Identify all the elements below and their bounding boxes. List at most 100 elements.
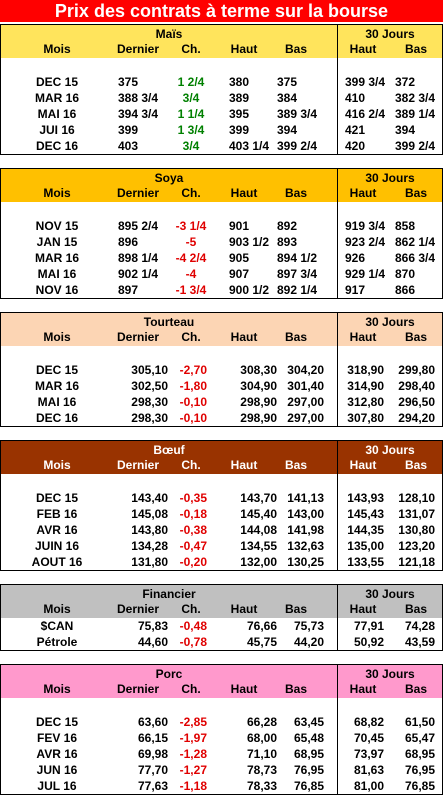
change-cell: -1,80 [179,379,207,393]
price-cell: 74,28 [404,619,435,633]
column-header: Haut [349,330,377,344]
price-cell: 71,10 [246,747,277,761]
column-header: Haut [230,186,258,200]
change-cell: 1 1/4 [177,107,205,121]
divider [337,25,338,154]
price-cell: 858 [395,219,416,233]
column-header: Bas [404,186,427,200]
price-cell: 68,00 [246,731,277,745]
section-name: Maïs [155,27,183,41]
column-header: Ch. [181,602,201,616]
page-title: Prix des contrats à terme sur la bourse [0,0,443,22]
price-cell: 375 [277,75,298,89]
change-cell: -1,97 [179,731,207,745]
change-cell: -3 1/4 [175,219,207,233]
price-cell: 68,82 [353,715,384,729]
price-cell: 297,00 [287,395,324,409]
price-cell: 905 [229,251,250,265]
row-label: MAI 16 [37,267,77,281]
price-cell: 144,35 [347,523,384,537]
price-cell: 77,63 [137,779,168,793]
column-header: Haut [349,42,377,56]
price-cell: 399 3/4 [345,75,386,89]
price-cell: 134,28 [131,539,168,553]
column-header: Bas [284,602,307,616]
section-header: Porc 30 Jours Mois Dernier Ch. Haut Bas Haut Bas [1,665,442,698]
row-label: DEC 15 [35,491,79,505]
price-cell: 917 [345,283,366,297]
change-cell: -0,20 [179,555,207,569]
column-header: Bas [284,330,307,344]
price-cell: 76,85 [293,779,324,793]
price-cell: 299,80 [398,363,435,377]
price-cell: 128,10 [398,491,435,505]
row-label: JUN 16 [36,763,78,777]
column-header: Mois [43,186,71,200]
price-cell: 892 [277,219,298,233]
price-cell: 144,08 [240,523,277,537]
row-label: MAR 16 [34,379,79,393]
price-cell: 294,20 [398,411,435,425]
section-header: Maïs 30 Jours Mois Dernier Ch. Haut Bas Haut Bas [1,25,442,58]
price-cell: 145,40 [240,507,277,521]
price-cell: 304,20 [287,363,324,377]
price-cell: 65,47 [404,731,435,745]
change-cell: 1 3/4 [177,123,205,137]
price-cell: 66,28 [246,715,277,729]
section-name: Porc [155,667,183,681]
price-cell: 902 1/4 [118,267,159,281]
column-header: Bas [404,42,427,56]
price-cell: 866 [395,283,416,297]
price-cell: 926 [345,251,366,265]
column-header: Dernier [116,458,160,472]
group-label: 30 Jours [365,667,415,681]
price-cell: 897 3/4 [277,267,318,281]
price-cell: 896 [118,235,139,249]
price-cell: 77,70 [137,763,168,777]
change-cell: -0,48 [179,619,207,633]
price-cell: 399 2/4 [277,139,318,153]
price-cell: 870 [395,267,416,281]
price-cell: 380 [229,75,250,89]
change-cell: -2,85 [179,715,207,729]
change-cell: -0,10 [179,395,207,409]
change-cell: -0,38 [179,523,207,537]
price-cell: 75,83 [137,619,168,633]
price-cell: 312,80 [347,395,384,409]
price-cell: 68,95 [404,747,435,761]
price-cell: 43,59 [404,635,435,649]
change-cell: -0,78 [179,635,207,649]
row-label: MAI 16 [37,395,77,409]
price-cell: 897 [118,283,139,297]
row-label: JUIN 16 [34,539,80,553]
section-header: Soya 30 Jours Mois Dernier Ch. Haut Bas Haut Bas [1,169,442,202]
row-label: $CAN [40,619,74,633]
price-cell: 81,00 [353,779,384,793]
section-header: Financier 30 Jours Mois Dernier Ch. Haut Bas Ha… [1,585,442,618]
price-cell: 898 1/4 [118,251,159,265]
price-cell: 45,75 [246,635,277,649]
price-cell: 421 [345,123,366,137]
price-cell: 298,30 [131,395,168,409]
price-cell: 78,33 [246,779,277,793]
price-cell: 372 [395,75,416,89]
price-cell: 123,20 [398,539,435,553]
divider [337,665,338,794]
price-cell: 121,18 [398,555,435,569]
column-header: Haut [349,186,377,200]
section: Financier 30 Jours Mois Dernier Ch. Haut Bas Ha… [0,584,443,651]
price-cell: 318,90 [347,363,384,377]
price-cell: 919 3/4 [345,219,386,233]
section-header: Tourteau 30 Jours Mois Dernier Ch. Haut Bas Hau… [1,313,442,346]
row-label: MAR 16 [34,251,79,265]
column-header: Haut [230,330,258,344]
price-cell: 143,70 [240,491,277,505]
row-label: FEV 16 [36,731,78,745]
price-cell: 389 1/4 [395,107,436,121]
price-cell: 901 [229,219,250,233]
row-label: DEC 15 [35,363,79,377]
change-cell: -1,18 [179,779,207,793]
price-cell: 135,00 [347,539,384,553]
price-cell: 298,40 [398,379,435,393]
price-cell: 143,00 [287,507,324,521]
